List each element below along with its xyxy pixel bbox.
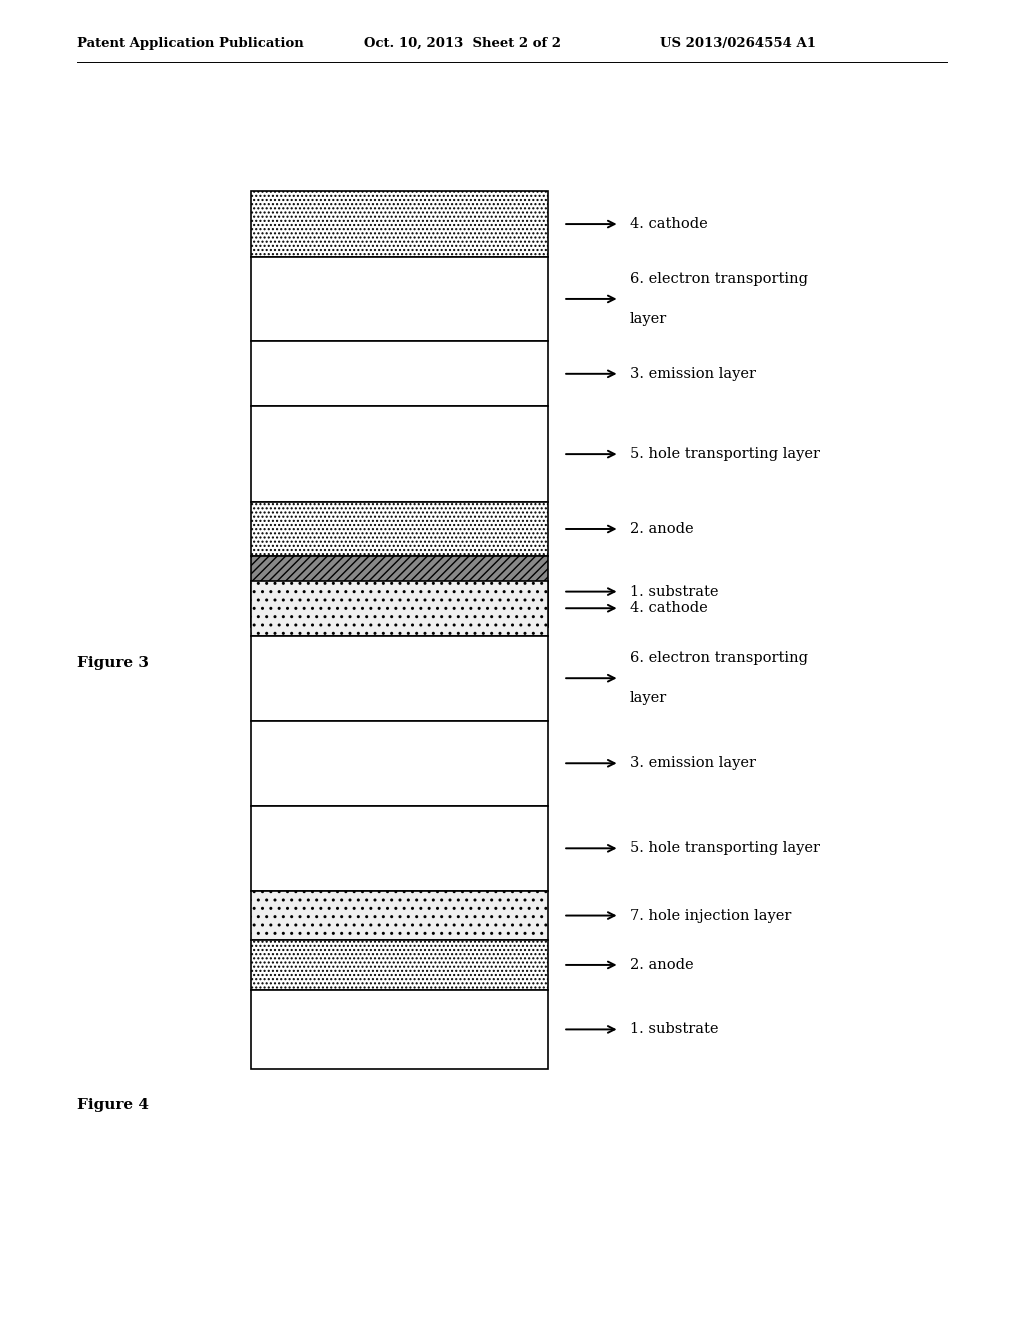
Text: 2. anode: 2. anode bbox=[630, 521, 693, 536]
Text: US 2013/0264554 A1: US 2013/0264554 A1 bbox=[660, 37, 816, 50]
Text: 5. hole transporting layer: 5. hole transporting layer bbox=[630, 447, 820, 461]
Text: Oct. 10, 2013  Sheet 2 of 2: Oct. 10, 2013 Sheet 2 of 2 bbox=[364, 37, 560, 50]
Bar bbox=[251, 502, 548, 556]
Text: 1. substrate: 1. substrate bbox=[630, 585, 718, 598]
Text: layer: layer bbox=[630, 312, 667, 326]
Text: 3. emission layer: 3. emission layer bbox=[630, 367, 756, 380]
Bar bbox=[251, 556, 548, 627]
Text: Patent Application Publication: Patent Application Publication bbox=[77, 37, 303, 50]
Text: 7. hole injection layer: 7. hole injection layer bbox=[630, 908, 792, 923]
Bar bbox=[251, 407, 548, 502]
Text: 4. cathode: 4. cathode bbox=[630, 601, 708, 615]
Bar bbox=[251, 581, 548, 636]
Bar bbox=[251, 805, 548, 891]
Text: layer: layer bbox=[630, 692, 667, 705]
Bar bbox=[251, 990, 548, 1069]
Bar bbox=[251, 636, 548, 721]
Text: 6. electron transporting: 6. electron transporting bbox=[630, 651, 808, 665]
Bar bbox=[251, 191, 548, 256]
Bar bbox=[251, 721, 548, 805]
Text: 5. hole transporting layer: 5. hole transporting layer bbox=[630, 841, 820, 855]
Text: 2. anode: 2. anode bbox=[630, 958, 693, 972]
Text: Figure 4: Figure 4 bbox=[77, 1098, 148, 1113]
Text: 3. emission layer: 3. emission layer bbox=[630, 756, 756, 771]
Bar bbox=[251, 891, 548, 940]
Text: Figure 3: Figure 3 bbox=[77, 656, 148, 671]
Text: 6. electron transporting: 6. electron transporting bbox=[630, 272, 808, 286]
Bar bbox=[251, 341, 548, 407]
Bar bbox=[251, 256, 548, 341]
Text: 1. substrate: 1. substrate bbox=[630, 1023, 718, 1036]
Bar bbox=[251, 940, 548, 990]
Text: 4. cathode: 4. cathode bbox=[630, 216, 708, 231]
